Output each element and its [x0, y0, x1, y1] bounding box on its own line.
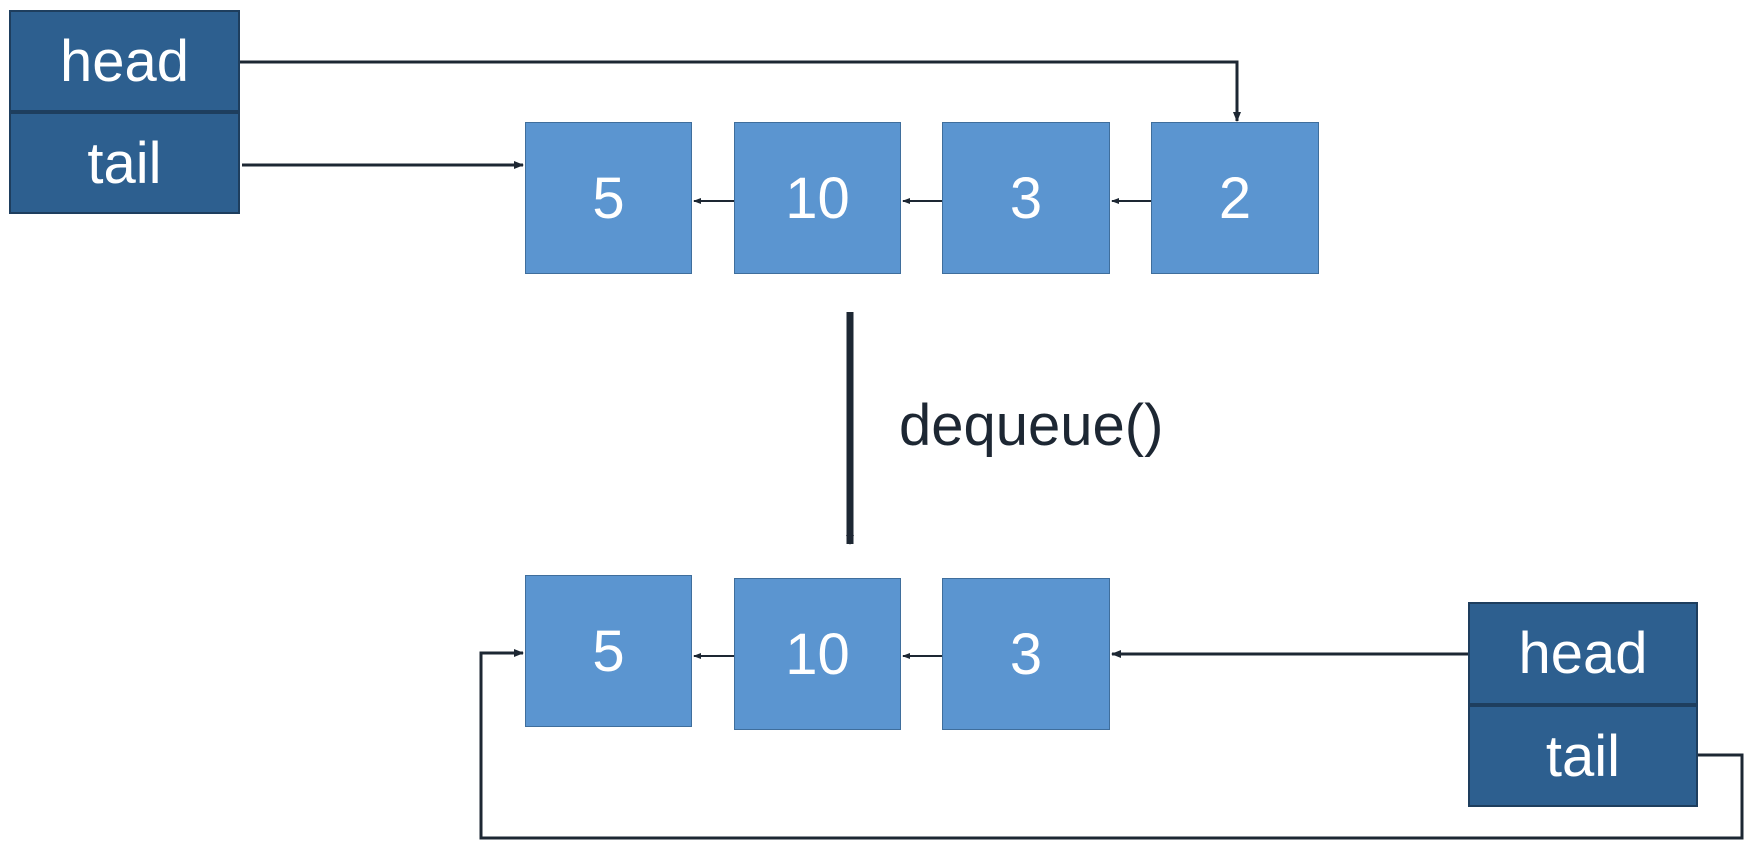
top-head-pointer-arrow [215, 60, 1241, 122]
bottom-node-3: 3 [942, 578, 1110, 730]
bottom-tail-label: tail [1468, 705, 1698, 807]
top-tail-text: tail [87, 130, 162, 196]
bottom-tail-pointer-arrow [479, 649, 1744, 840]
top-node-2: 10 [734, 122, 901, 274]
operation-label: dequeue() [899, 393, 1164, 458]
top-node-2-value: 10 [785, 165, 850, 231]
bottom-node-3-value: 3 [1009, 621, 1043, 687]
bottom-head-text: head [1518, 621, 1648, 686]
bottom-tail-text: tail [1545, 723, 1621, 789]
top-node-1-value: 5 [592, 165, 625, 231]
top-head-label: head [9, 10, 240, 112]
top-node-4-value: 2 [1218, 165, 1252, 231]
bottom-node-2: 10 [734, 578, 901, 730]
bottom-node-2-value: 10 [785, 621, 850, 687]
bottom-node-1-value: 5 [592, 618, 625, 684]
bottom-head-label: head [1468, 602, 1698, 705]
top-node-1: 5 [525, 122, 692, 274]
bottom-node-1: 5 [525, 575, 692, 727]
top-node-3-value: 3 [1009, 165, 1043, 231]
top-node-4: 2 [1151, 122, 1319, 274]
top-tail-label: tail [9, 112, 240, 214]
top-head-text: head [59, 28, 190, 94]
top-node-3: 3 [942, 122, 1110, 274]
